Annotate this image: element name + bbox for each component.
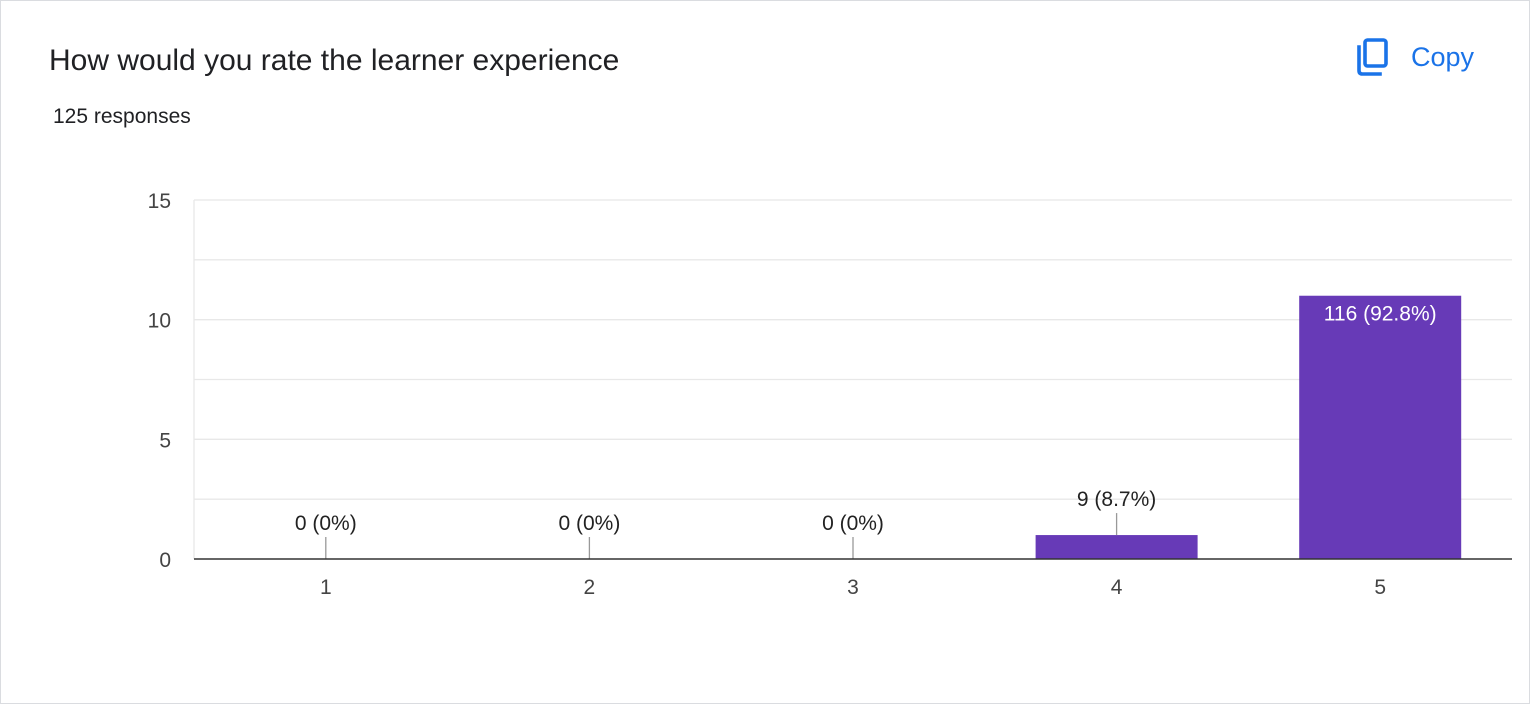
y-tick-label: 15 <box>148 190 171 213</box>
x-tick-label: 3 <box>847 576 859 599</box>
copy-label: Copy <box>1411 42 1475 72</box>
y-tick-label: 5 <box>159 429 171 452</box>
y-tick-label: 10 <box>148 310 171 333</box>
x-tick-label: 2 <box>584 576 596 599</box>
bar <box>1035 535 1198 559</box>
data-label: 0 (0%) <box>295 512 357 535</box>
data-label: 116 (92.8%) <box>1324 303 1437 326</box>
data-label: 0 (0%) <box>822 512 884 535</box>
y-tick-label: 0 <box>159 549 171 572</box>
bar <box>1299 295 1462 559</box>
data-label: 0 (0%) <box>558 512 620 535</box>
x-tick-label: 5 <box>1374 576 1386 599</box>
x-tick-label: 4 <box>1111 576 1123 599</box>
x-tick-label: 1 <box>320 576 332 599</box>
response-count: 125 responses <box>53 105 191 128</box>
question-title: How would you rate the learner experienc… <box>49 44 620 77</box>
data-label: 9 (8.7%) <box>1077 488 1156 511</box>
copy-icon <box>1357 38 1388 76</box>
copy-button[interactable]: Copy <box>1345 33 1482 81</box>
